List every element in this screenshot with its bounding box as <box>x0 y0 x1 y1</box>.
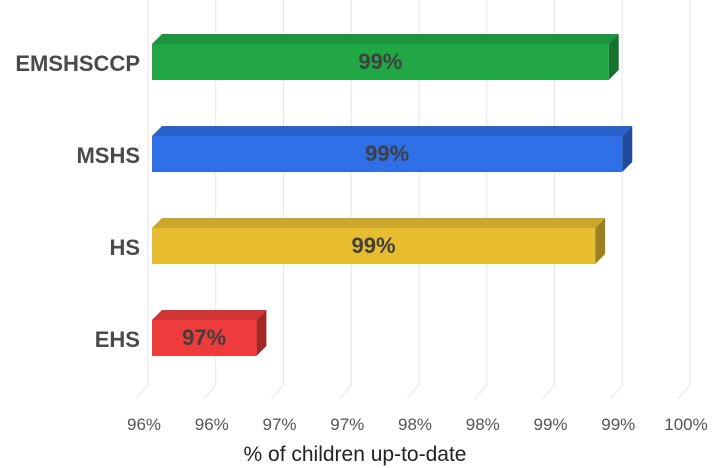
gridline-floor <box>677 384 691 400</box>
x-tick-label: 96% <box>127 415 161 434</box>
category-label: HS <box>109 235 140 260</box>
bar-side-face <box>622 126 633 172</box>
bar-ehs <box>152 310 267 356</box>
data-label: 97% <box>182 325 226 350</box>
x-tick-label: 97% <box>330 415 364 434</box>
gridline-floor <box>271 384 284 400</box>
bar-top-face <box>152 310 267 320</box>
data-label: 99% <box>358 49 402 74</box>
x-tick-label: 100% <box>664 415 707 434</box>
bar-emshsccp <box>152 34 619 80</box>
category-label: EMSHSCCP <box>15 51 140 76</box>
x-tick-label: 98% <box>398 415 432 434</box>
bar-front-face <box>152 136 623 172</box>
bar-side-face <box>595 218 606 264</box>
x-tick-label: 99% <box>533 415 567 434</box>
labels: 96% 96% 97% 97% 98% 98% 99% 99% 100% 99% EMSHSCCP 9… <box>15 49 707 434</box>
gridline-floor <box>406 384 420 400</box>
x-tick-label: 99% <box>601 415 635 434</box>
bar-front-face <box>152 44 609 80</box>
data-label: 99% <box>352 233 396 258</box>
bar-top-face <box>152 34 619 44</box>
bar-hs <box>152 218 606 264</box>
bar-side-face <box>608 34 619 80</box>
bar-mshs <box>152 126 633 172</box>
bar-top-face <box>152 218 606 228</box>
gridline-floor <box>135 384 149 400</box>
bars <box>152 34 633 356</box>
x-tick-label: 97% <box>262 415 296 434</box>
category-label: EHS <box>95 327 140 352</box>
gridline-floor <box>338 384 352 400</box>
bar-front-face <box>152 320 257 356</box>
bar-top-face <box>152 126 633 136</box>
bar-front-face <box>152 228 596 264</box>
category-label: MSHS <box>76 143 140 168</box>
x-tick-label: 98% <box>466 415 500 434</box>
gridline-floor <box>542 384 555 400</box>
bar-side-face <box>256 310 267 356</box>
x-tick-label: 96% <box>195 415 229 434</box>
gridline-floor <box>474 384 488 400</box>
x-axis-title: % of children up-to-date <box>244 443 467 466</box>
gridline-floor <box>203 384 217 400</box>
data-label: 99% <box>365 141 409 166</box>
gridline-floor <box>609 384 623 400</box>
